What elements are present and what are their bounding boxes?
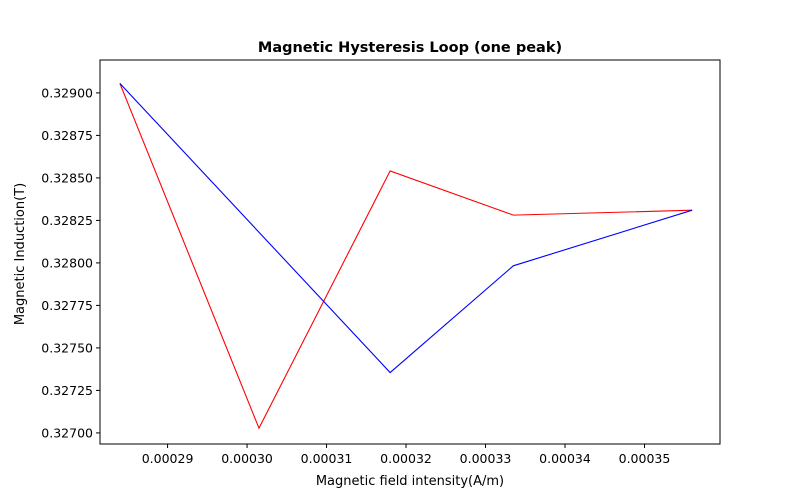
x-tick-label: 0.00029 xyxy=(142,451,194,466)
x-tick-label: 0.00034 xyxy=(539,451,591,466)
x-tick-label: 0.00033 xyxy=(460,451,512,466)
y-tick-label: 0.32725 xyxy=(41,383,93,398)
y-tick-label: 0.32775 xyxy=(41,298,93,313)
series-line-1 xyxy=(119,83,693,430)
chart-title: Magnetic Hysteresis Loop (one peak) xyxy=(258,40,562,56)
x-tick-label: 0.00032 xyxy=(380,451,432,466)
x-tick-label: 0.00030 xyxy=(221,451,273,466)
x-tick-label: 0.00035 xyxy=(619,451,671,466)
y-axis-label: Magnetic Induction(T) xyxy=(13,183,28,325)
x-tick-label: 0.00031 xyxy=(301,451,353,466)
plot-area-frame xyxy=(99,59,721,445)
y-tick-label: 0.32700 xyxy=(41,425,93,440)
y-tick-label: 0.32900 xyxy=(41,85,93,100)
y-tick-label: 0.32800 xyxy=(41,255,93,270)
y-tick-label: 0.32750 xyxy=(41,340,93,355)
series-line-2 xyxy=(119,83,693,374)
y-tick-label: 0.32875 xyxy=(41,128,93,143)
y-tick-label: 0.32850 xyxy=(41,170,93,185)
y-tick-label: 0.32825 xyxy=(41,213,93,228)
x-axis-label: Magnetic field intensity(A/m) xyxy=(316,474,504,489)
